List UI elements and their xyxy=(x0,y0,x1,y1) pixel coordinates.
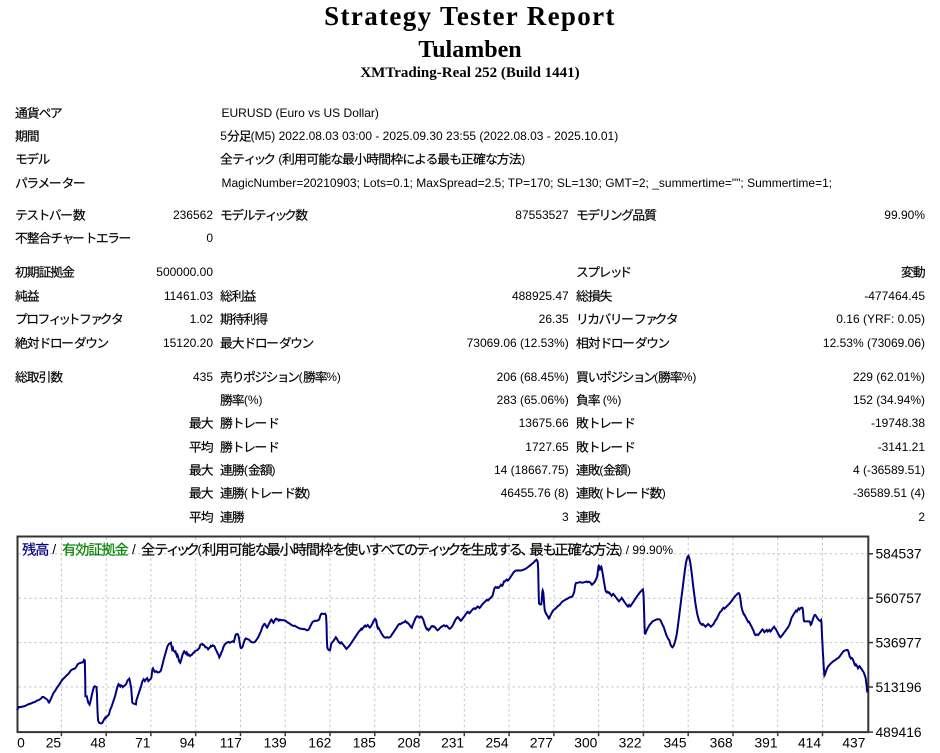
svg-text:0: 0 xyxy=(17,736,25,751)
svg-text:277: 277 xyxy=(530,736,553,751)
svg-text:254: 254 xyxy=(485,736,508,751)
svg-text:322: 322 xyxy=(619,736,642,751)
svg-text:71: 71 xyxy=(135,736,150,751)
svg-text:25: 25 xyxy=(46,736,62,751)
svg-text:368: 368 xyxy=(710,736,733,751)
svg-text:231: 231 xyxy=(441,736,464,751)
svg-text:584537: 584537 xyxy=(876,547,922,562)
svg-text:208: 208 xyxy=(397,736,420,751)
svg-text:437: 437 xyxy=(842,736,865,751)
svg-text:117: 117 xyxy=(220,736,242,751)
svg-text:94: 94 xyxy=(180,736,196,751)
svg-text:300: 300 xyxy=(574,736,597,751)
svg-text:48: 48 xyxy=(90,736,106,751)
svg-text:513196: 513196 xyxy=(876,680,922,695)
svg-text:139: 139 xyxy=(264,736,287,751)
svg-text:560757: 560757 xyxy=(876,591,922,606)
svg-text:536977: 536977 xyxy=(876,635,922,650)
svg-text:162: 162 xyxy=(308,736,331,751)
svg-text:414: 414 xyxy=(798,736,821,751)
svg-text:345: 345 xyxy=(663,736,686,751)
svg-text:391: 391 xyxy=(754,736,777,751)
svg-text:185: 185 xyxy=(353,736,376,751)
svg-text:489416: 489416 xyxy=(876,725,922,740)
